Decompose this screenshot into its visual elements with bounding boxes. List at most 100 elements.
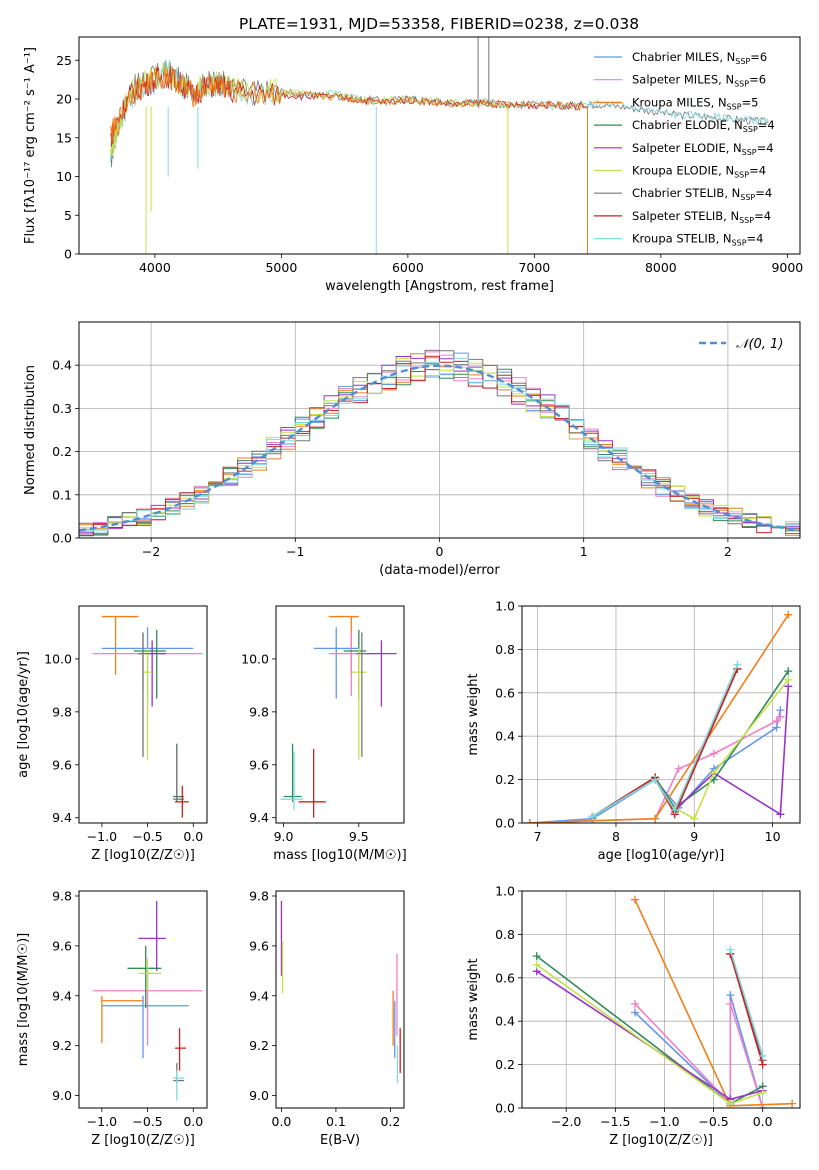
legend-value: =4: [747, 232, 764, 246]
y-axis-label: mass [log10(M/M☉)]: [16, 933, 31, 1066]
x-tick-label: 8000: [645, 260, 677, 275]
y-tick-label: 0.8: [495, 642, 515, 657]
mass-vs-EBV-plot-area: [280, 900, 401, 1084]
y-tick-label: 9.4: [249, 988, 269, 1003]
weight-line: [529, 710, 782, 823]
histogram-series: [79, 349, 800, 536]
weight-marker: [758, 1051, 767, 1060]
y-tick-label: 0.6: [495, 685, 515, 700]
weight-marker: [670, 805, 679, 814]
weight-marker: [532, 960, 541, 969]
age-vs-Z-plot-area: [92, 615, 203, 818]
weight-marker: [788, 1099, 797, 1108]
x-tick-label: 0.0: [183, 829, 203, 844]
x-tick-label: 0.0: [272, 1114, 292, 1129]
legend-label: Kroupa STELIB, NSSP=4: [632, 232, 763, 248]
spectrum-line: [110, 66, 586, 144]
x-tick-label: 6000: [392, 260, 424, 275]
residuals-plot-area: [79, 322, 800, 538]
axes-frame: [78, 36, 801, 255]
legend-value: =4: [758, 118, 775, 132]
axes-frame: [78, 890, 208, 1109]
weight-line: [634, 1003, 764, 1108]
x-tick-label: 1: [580, 544, 588, 559]
legend-subscript: SSP: [740, 193, 755, 202]
legend-label: Chabrier MILES, NSSP=6: [632, 50, 767, 66]
y-tick-label: 0.2: [495, 1057, 515, 1072]
weight-marker: [784, 675, 793, 684]
y-axis-label: age [log10(age/yr)]: [16, 651, 31, 778]
legend-value: =5: [742, 95, 759, 109]
weight-marker: [690, 814, 699, 823]
legend-label: Salpeter MILES, NSSP=6: [632, 73, 766, 89]
x-axis-label: wavelength [Angstrom, rest frame]: [325, 279, 554, 294]
legend-label: Chabrier STELIB, NSSP=4: [632, 186, 772, 202]
weight-line: [529, 614, 789, 823]
weight-marker: [651, 775, 660, 784]
y-tick-label: 0.8: [495, 927, 515, 942]
y-tick-label: 1.0: [495, 599, 515, 614]
x-tick-label: 0.0: [183, 1114, 203, 1129]
x-tick-label: 7: [534, 829, 542, 844]
y-axis-label: mass weight: [466, 958, 481, 1040]
legend-subscript: SSP: [734, 80, 749, 89]
y-tick-label: 20: [56, 92, 72, 107]
legend-subscript: SSP: [727, 102, 742, 111]
x-tick-label: −1.0: [87, 829, 117, 844]
x-tick-label: 9000: [771, 260, 803, 275]
massweight-vs-age-plot-area: [522, 606, 800, 823]
y-tick-label: 0: [64, 247, 72, 262]
legend-subscript: SSP: [735, 57, 750, 66]
y-axis-label: Flux [fλ10⁻¹⁷ erg cm⁻² s⁻¹ A⁻¹]: [23, 47, 38, 244]
y-tick-label: 9.6: [52, 757, 72, 772]
legend-value: =4: [754, 209, 771, 223]
legend-subscript: SSP: [739, 216, 754, 225]
mass-vs-Z-plot-area: [92, 900, 203, 1101]
legend-value: =6: [750, 50, 767, 64]
weight-marker: [784, 610, 793, 619]
y-tick-label: 15: [56, 130, 72, 145]
weight-marker: [758, 1088, 767, 1097]
y-tick-label: 0.1: [52, 487, 72, 502]
x-tick-label: −1.0: [87, 1114, 117, 1129]
y-tick-label: 10.0: [44, 651, 72, 666]
y-tick-label: 9.6: [249, 938, 269, 953]
weight-marker: [630, 895, 639, 904]
weight-line: [634, 994, 764, 1108]
y-tick-label: 10: [56, 169, 72, 184]
legend-value: =4: [757, 141, 774, 155]
y-axis-label: mass weight: [466, 673, 481, 755]
x-tick-label: 0.2: [380, 1114, 400, 1129]
weight-line: [536, 964, 763, 1105]
y-tick-label: 0.4: [52, 358, 72, 373]
x-tick-label: −2.0: [551, 1114, 581, 1129]
weight-marker: [674, 764, 683, 773]
y-tick-label: 0.2: [52, 444, 72, 459]
weight-line: [536, 955, 764, 1105]
histogram-series: [79, 357, 800, 532]
y-tick-label: 9.8: [52, 704, 72, 719]
weight-line: [729, 953, 764, 1065]
x-axis-label: Z [log10(Z/Z☉)]: [609, 1133, 713, 1148]
y-tick-label: 9.8: [249, 704, 269, 719]
y-tick-label: 0.6: [495, 970, 515, 985]
legend-value: =4: [749, 164, 766, 178]
axes-frame: [275, 890, 405, 1109]
y-tick-label: 9.4: [52, 810, 72, 825]
weight-marker: [726, 1099, 735, 1108]
x-tick-label: −1.0: [649, 1114, 679, 1129]
legend-label: Salpeter ELODIE, NSSP=4: [632, 141, 774, 157]
legend-subscript: SSP: [742, 148, 757, 157]
x-tick-label: −0.5: [132, 1114, 162, 1129]
axes-frame: [521, 605, 801, 824]
legend-label: Kroupa MILES, NSSP=5: [632, 95, 758, 111]
x-axis-label: (data-model)/error: [379, 563, 500, 578]
axes-frame: [78, 605, 208, 824]
x-axis-label: Z [log10(Z/Z☉)]: [91, 848, 195, 863]
weight-line: [674, 679, 789, 820]
x-tick-label: −1: [286, 544, 304, 559]
y-tick-label: 9.8: [249, 888, 269, 903]
y-tick-label: 0.3: [52, 401, 72, 416]
x-tick-label: 7000: [518, 260, 550, 275]
y-tick-label: 0.0: [495, 1101, 515, 1116]
